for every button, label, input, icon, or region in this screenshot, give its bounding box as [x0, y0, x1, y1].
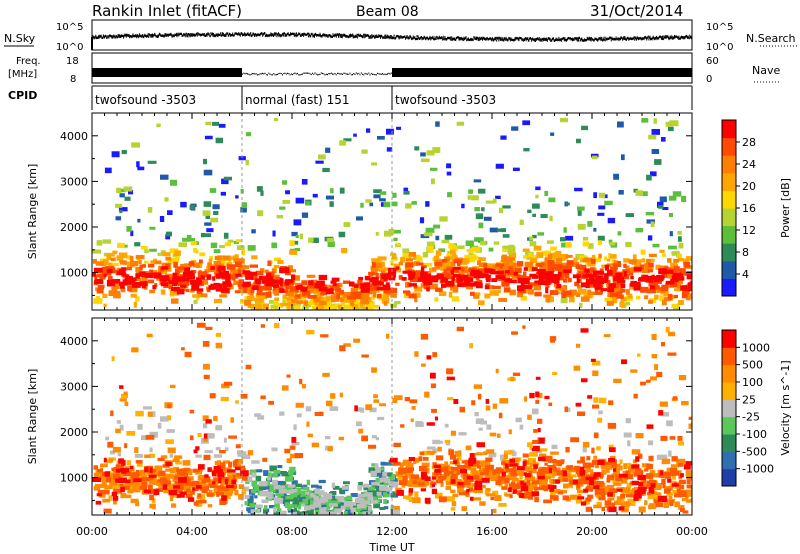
- cpid-segment-label: twofsound -3503: [95, 93, 196, 107]
- velocity-colorbar-swatch: [722, 451, 736, 470]
- nsky-strip-frame: [91, 19, 693, 51]
- velocity-ytick-label: 1000: [60, 472, 88, 485]
- beam-title: Beam 08: [356, 4, 419, 20]
- velocity-colorbar-swatch: [722, 468, 736, 487]
- velocity-panel: 1000 2000 3000 4000 Slant Range [km] 1000 500 1…: [26, 317, 792, 516]
- date-title: 31/Oct/2014: [590, 2, 683, 20]
- power-ytick-label: 1000: [60, 267, 88, 280]
- power-cells-9: [92, 264, 692, 295]
- nave-tick-bottom: 0: [706, 74, 712, 85]
- power-panel: 1000 2000 3000 4000 Slant Range [km] 28 24 20 16…: [26, 112, 792, 311]
- velocity-colorbar-label: -25: [742, 411, 760, 424]
- power-colorbar-label: 28: [742, 136, 756, 149]
- nsearch-tick-bottom: 10^0: [706, 42, 733, 53]
- power-colorbar-swatch: [722, 172, 736, 191]
- power-colorbar-label: 20: [742, 180, 756, 193]
- cpid-label: CPID: [8, 89, 37, 102]
- station-title: Rankin Inlet (fitACF): [92, 2, 242, 20]
- power-ylabel: Slant Range [km]: [26, 164, 39, 260]
- x-tick-label: 04:00: [176, 525, 208, 538]
- velocity-colorbar-swatch: [722, 364, 736, 383]
- velocity-colorbar-swatch: [722, 434, 736, 452]
- x-axis: 00:00 04:00 08:00 12:00 16:00 20:00 00:00: [76, 113, 708, 538]
- cpid-segment-label: normal (fast) 151: [245, 93, 349, 107]
- power-ytick-label: 4000: [60, 130, 88, 143]
- cpid-strip: twofsound -3503 normal (fast) 151 twofsoun…: [91, 85, 693, 110]
- velocity-ytick-label: 3000: [60, 380, 88, 393]
- freq-label-2: [MHz]: [8, 69, 37, 80]
- velocity-scatter: [92, 322, 692, 515]
- power-ytick-label: 3000: [60, 175, 88, 188]
- nsky-tick-top: 10^5: [56, 22, 83, 33]
- nsky-label: N.Sky: [4, 32, 36, 45]
- velocity-colorbar-label: 500: [742, 359, 763, 372]
- freq-tick-bottom: 8: [70, 74, 76, 85]
- nave-tick-top: 60: [706, 56, 719, 67]
- freq-dense-band: [92, 68, 242, 77]
- x-axis-title: Time UT: [368, 541, 414, 554]
- power-colorbar-swatch: [722, 243, 736, 262]
- nsearch-tick-top: 10^5: [706, 22, 733, 33]
- power-colorbar-label: 4: [742, 268, 749, 281]
- velocity-colorbar-swatch: [722, 330, 736, 348]
- power-colorbar-swatch: [722, 137, 736, 156]
- power-colorbar-swatch: [722, 260, 736, 279]
- velocity-cells-4: [105, 406, 692, 515]
- nsky-trace: [91, 32, 693, 50]
- velocity-colorbar-label: -500: [742, 445, 767, 458]
- velocity-colorbar-label: 1000: [742, 341, 770, 354]
- velocity-ytick-label: 4000: [60, 335, 88, 348]
- power-colorbar-swatch: [722, 120, 736, 139]
- velocity-colorbar-label: 25: [742, 393, 756, 406]
- power-colorbar-swatch: [722, 155, 736, 174]
- power-ytick-label: 2000: [60, 221, 88, 234]
- freq-label-1: Freq.: [16, 56, 41, 67]
- x-tick-label: 08:00: [276, 525, 308, 538]
- power-colorbar-label: 16: [742, 202, 756, 215]
- power-scatter: [92, 117, 692, 310]
- power-colorbar-title: Power [dB]: [779, 178, 792, 238]
- velocity-colorbar-swatch: [722, 347, 736, 366]
- freq-dense-band: [392, 68, 692, 77]
- velocity-ylabel: Slant Range [km]: [26, 369, 39, 465]
- power-cells-6: [95, 245, 692, 310]
- velocity-cells-7: [93, 322, 692, 514]
- power-colorbar-swatch: [722, 278, 736, 297]
- x-tick-label: 16:00: [476, 525, 508, 538]
- power-cells-0: [104, 120, 669, 241]
- velocity-colorbar-swatch: [722, 399, 736, 418]
- velocity-colorbar-label: -100: [742, 428, 767, 441]
- velocity-colorbar-label: 100: [742, 376, 763, 389]
- velocity-colorbar-frame: [721, 329, 737, 487]
- velocity-colorbar-swatch: [722, 416, 736, 435]
- power-colorbar-swatch: [722, 190, 736, 209]
- velocity-colorbar-label: -1000: [742, 463, 774, 476]
- x-tick-label: 20:00: [576, 525, 608, 538]
- x-tick-label: 00:00: [676, 525, 708, 538]
- nsky-tick-bottom: 10^0: [56, 42, 83, 53]
- velocity-ytick-label: 2000: [60, 426, 88, 439]
- power-colorbar-label: 8: [742, 246, 749, 259]
- power-colorbar-label: 12: [742, 224, 756, 237]
- x-tick-label: 00:00: [76, 525, 108, 538]
- x-tick-label: 12:00: [376, 525, 408, 538]
- freq-trace: [92, 68, 692, 77]
- cpid-segment-label: twofsound -3503: [395, 93, 496, 107]
- nsearch-label: N.Search: [746, 32, 796, 45]
- power-colorbar-swatch: [722, 225, 736, 244]
- power-colorbar-label: 24: [742, 158, 756, 171]
- power-cells-2: [119, 121, 682, 247]
- freq-sparse-band: [242, 72, 392, 76]
- velocity-colorbar-swatch: [722, 382, 736, 400]
- power-cells-5: [93, 239, 682, 310]
- freq-tick-top: 18: [66, 56, 79, 67]
- velocity-colorbar-title: Velocity [m s^-1]: [779, 360, 792, 455]
- nsky-points: [92, 32, 693, 42]
- nave-label: Nave: [752, 64, 780, 77]
- power-colorbar-swatch: [722, 208, 736, 227]
